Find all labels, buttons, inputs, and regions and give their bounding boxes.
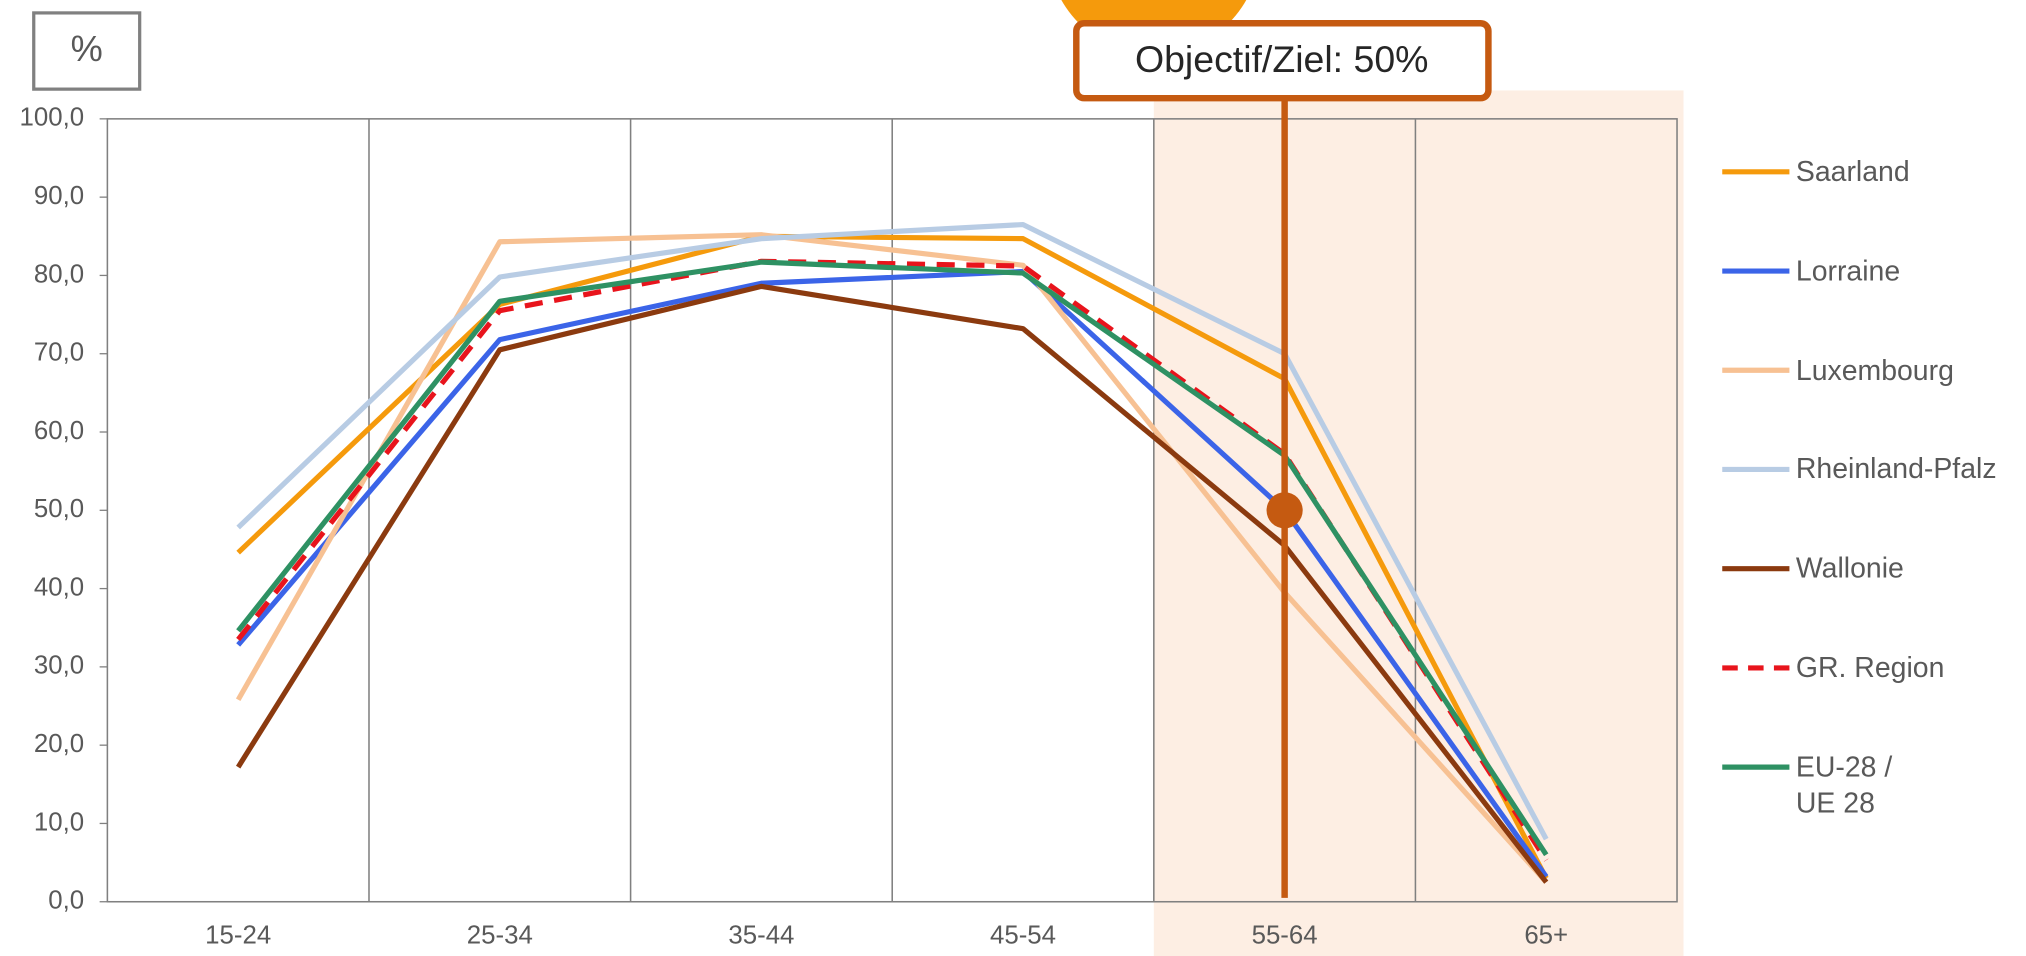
legend-item: Wallonie <box>1795 551 1904 585</box>
y-tick-label: 80,0 <box>34 260 84 288</box>
highlight-band <box>1153 90 1684 956</box>
series-layer <box>235 221 1549 884</box>
y-unit: % <box>71 28 103 69</box>
series-line <box>236 268 1549 879</box>
legend-label: Rheinland-Pfalz <box>1795 452 1997 485</box>
x-tick-label: 55-64 <box>1252 921 1318 949</box>
y-tick-label: 20,0 <box>34 730 84 758</box>
y-tick-label: 100,0 <box>19 104 84 132</box>
unit-box <box>32 11 142 91</box>
highlight-layer <box>1153 90 1684 956</box>
target-marker <box>1266 492 1303 529</box>
x-tick-label: 65+ <box>1524 921 1568 949</box>
legend: Saarland Lorraine Luxembourg Rheinland-Pfal… <box>1722 155 1997 819</box>
series-line <box>236 233 1549 880</box>
legend-item: Saarland <box>1795 155 1910 188</box>
legend-item: Rheinland-Pfalz <box>1795 452 1997 485</box>
x-tick-label: 15-24 <box>205 921 271 949</box>
legend-item: GR. Region <box>1795 651 1945 684</box>
grid-layer: 0,0 10,0 20,0 30,0 40,0 50,0 60,0 70,0 80,0 90,0 1… <box>19 104 1678 949</box>
annotation-text: Objectif/Ziel: 50% <box>1135 38 1429 80</box>
y-tick-label: 90,0 <box>34 182 84 210</box>
series-line <box>236 221 1549 841</box>
legend-item: Lorraine <box>1795 254 1901 287</box>
legend-label: EU-28 / UE 28 <box>1795 750 1893 819</box>
series-line <box>236 259 1549 857</box>
legend-label: Wallonie <box>1795 551 1904 585</box>
y-tick-label: 70,0 <box>34 339 84 367</box>
legend-label: GR. Region <box>1795 651 1945 684</box>
x-tick-label: 35-44 <box>728 921 794 949</box>
x-tick-label: 25-34 <box>467 921 533 949</box>
annotation-layer: Objectif/Ziel: 50% <box>1073 20 1492 898</box>
legend-item: EU-28 / UE 28 <box>1795 750 1893 819</box>
y-tick-label: 30,0 <box>34 652 84 680</box>
legend-label: Saarland <box>1795 155 1910 188</box>
x-tick-label: 45-54 <box>990 921 1056 949</box>
y-tick-label: 0,0 <box>48 887 84 915</box>
y-tick-label: 10,0 <box>34 808 84 836</box>
series-line <box>235 283 1549 884</box>
legend-item: Luxembourg <box>1795 353 1954 386</box>
y-tick-label: 50,0 <box>34 495 84 523</box>
legend-label: Lorraine <box>1795 254 1901 287</box>
legend-label: Luxembourg <box>1795 353 1954 386</box>
y-tick-label: 40,0 <box>34 573 84 601</box>
annotation-box <box>1073 20 1492 102</box>
y-tick-label: 60,0 <box>34 417 84 445</box>
